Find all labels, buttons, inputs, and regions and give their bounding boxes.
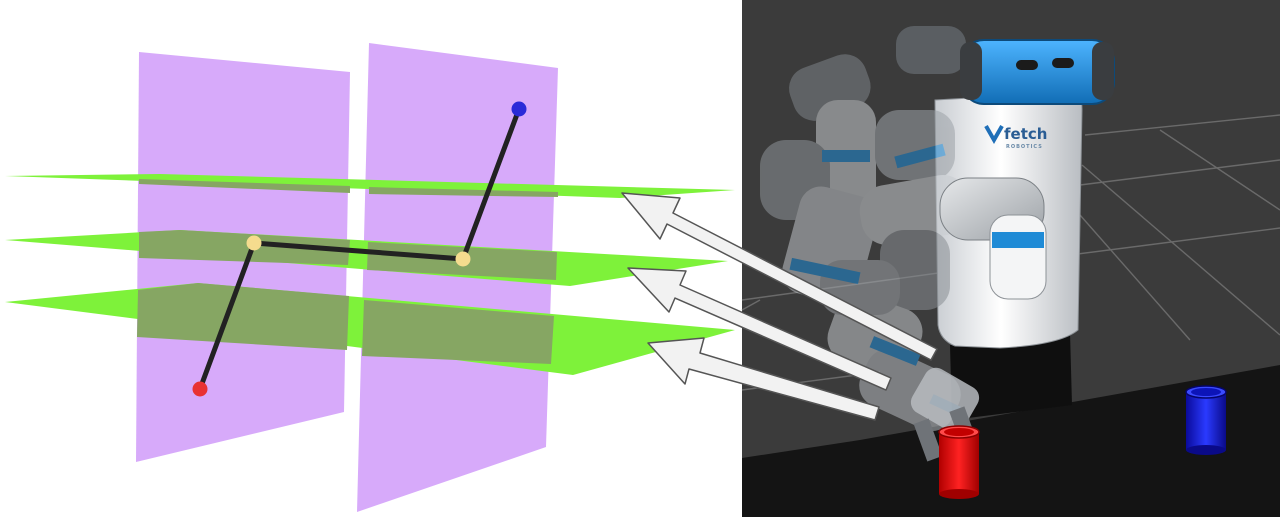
waypoint-2: [455, 251, 471, 267]
start-point: [192, 381, 208, 397]
fetch-v-logo-icon: [984, 125, 1004, 145]
blue-cup: [1185, 385, 1227, 455]
arrow-middle: [627, 267, 892, 391]
arrow-top: [621, 192, 938, 361]
robot-scene: fetch ROBOTICS: [741, 0, 1280, 517]
head-camera-left: [1016, 60, 1038, 70]
red-cup: [938, 425, 980, 499]
table-surface: [742, 365, 1280, 517]
head-camera-right: [1052, 58, 1074, 68]
vertical-plane-right: [357, 43, 558, 512]
robot-base: [950, 332, 1072, 420]
robot-head: [896, 26, 1115, 105]
mapping-arrows: [621, 192, 938, 421]
trajectory-path: [197, 106, 522, 392]
logo-text: fetch: [1004, 125, 1047, 143]
plane-intersections: [137, 179, 558, 364]
robot-arm: [910, 177, 1047, 462]
goal-point: [511, 101, 527, 117]
waypoint-1: [246, 235, 262, 251]
robot-logo: fetch ROBOTICS: [984, 125, 1047, 150]
logo-subtext: ROBOTICS: [1006, 144, 1043, 150]
plane-diagram: [5, 43, 735, 512]
arrow-bottom: [647, 337, 880, 421]
